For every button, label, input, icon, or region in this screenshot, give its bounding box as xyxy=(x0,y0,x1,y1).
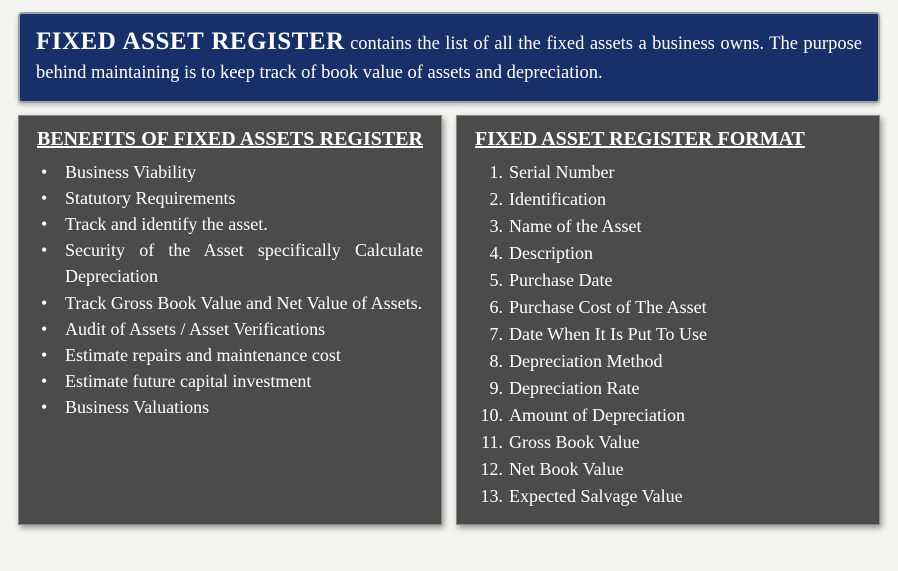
list-item: Date When It Is Put To Use xyxy=(475,321,861,348)
format-panel: FIXED ASSET REGISTER FORMAT Serial Numbe… xyxy=(456,115,880,525)
list-item: Track and identify the asset. xyxy=(37,211,423,237)
benefits-title: BENEFITS OF FIXED ASSETS REGISTER xyxy=(37,126,423,153)
benefits-panel: BENEFITS OF FIXED ASSETS REGISTER Busine… xyxy=(18,115,442,525)
list-item: Net Book Value xyxy=(475,456,861,483)
list-item: Name of the Asset xyxy=(475,213,861,240)
format-title: FIXED ASSET REGISTER FORMAT xyxy=(475,126,861,153)
format-list: Serial Number Identification Name of the… xyxy=(475,159,861,510)
header-box: FIXED ASSET REGISTER contains the list o… xyxy=(18,12,880,103)
list-item: Audit of Assets / Asset Verifications xyxy=(37,316,423,342)
list-item: Depreciation Method xyxy=(475,348,861,375)
list-item: Description xyxy=(475,240,861,267)
list-item: Depreciation Rate xyxy=(475,375,861,402)
list-item: Identification xyxy=(475,186,861,213)
list-item: Purchase Date xyxy=(475,267,861,294)
list-item: Serial Number xyxy=(475,159,861,186)
list-item: Amount of Depreciation xyxy=(475,402,861,429)
columns: BENEFITS OF FIXED ASSETS REGISTER Busine… xyxy=(18,115,880,525)
list-item: Expected Salvage Value xyxy=(475,483,861,510)
list-item: Track Gross Book Value and Net Value of … xyxy=(37,290,423,316)
list-item: Gross Book Value xyxy=(475,429,861,456)
list-item: Purchase Cost of The Asset xyxy=(475,294,861,321)
list-item: Business Valuations xyxy=(37,394,423,420)
list-item: Security of the Asset specifically Calcu… xyxy=(37,237,423,289)
header-title: FIXED ASSET REGISTER xyxy=(36,28,345,55)
list-item: Estimate repairs and maintenance cost xyxy=(37,342,423,368)
benefits-list: Business Viability Statutory Requirement… xyxy=(37,159,423,420)
list-item: Estimate future capital investment xyxy=(37,368,423,394)
list-item: Statutory Requirements xyxy=(37,185,423,211)
list-item: Business Viability xyxy=(37,159,423,185)
